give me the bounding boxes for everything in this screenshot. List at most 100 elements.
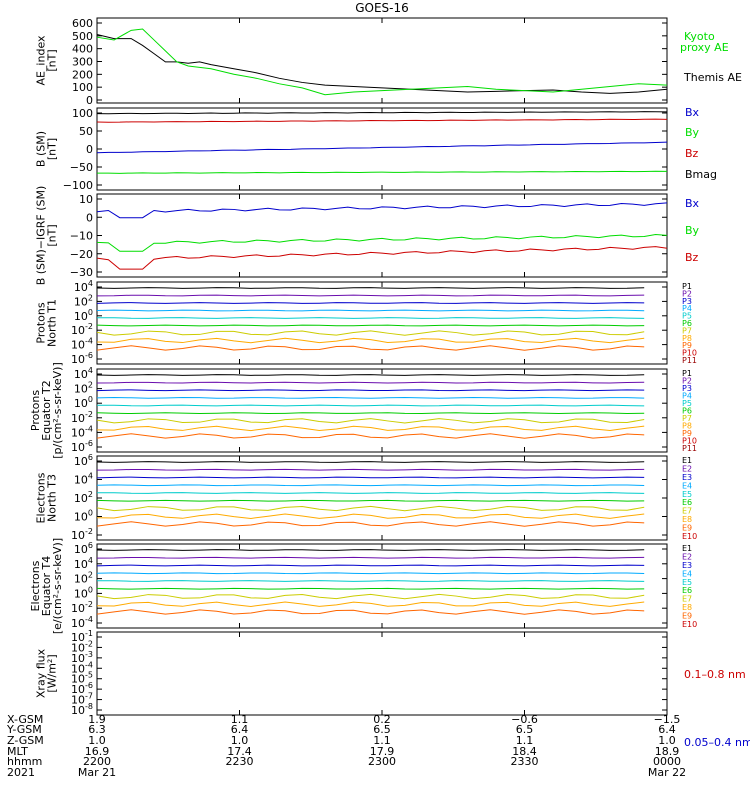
series-line	[96, 492, 645, 494]
x-row-label: MLT	[7, 745, 28, 758]
series-line	[96, 556, 645, 559]
x-tick-label: 1.0	[231, 734, 249, 747]
legend-entry: P8	[682, 422, 692, 431]
y-tick-label: 500	[72, 30, 93, 43]
legend-entry: proxy AE	[680, 41, 729, 54]
series-line	[96, 433, 645, 439]
y-tick-label: 100	[72, 81, 93, 94]
series-line	[96, 601, 645, 607]
series-line	[96, 118, 668, 123]
x-tick-label: 18.9	[655, 745, 680, 758]
y-tick-label: 10-2	[71, 639, 93, 654]
legend-entry: 0.05–0.4 nm	[684, 736, 750, 749]
x-tick-label: 6.5	[516, 723, 534, 736]
series-line	[96, 505, 645, 512]
y-axis-label: Protons	[35, 302, 48, 343]
y-tick-label: 10-5	[71, 671, 93, 686]
series-line	[96, 202, 668, 219]
series-line	[96, 412, 645, 415]
y-tick-label: −100	[63, 179, 93, 192]
y-tick-label: 10-7	[71, 692, 93, 707]
y-tick-label: 10-4	[71, 660, 93, 675]
series-line	[96, 468, 645, 471]
legend-entry: By	[685, 126, 700, 139]
series-line	[96, 345, 645, 351]
legend-entry: P10	[682, 349, 697, 358]
y-tick-label: 10-2	[71, 322, 93, 337]
legend-entry: P10	[682, 437, 697, 446]
y-axis-label: AE_index	[35, 35, 48, 86]
y-tick-label: −10	[70, 230, 93, 243]
x-tick-label: 2300	[368, 755, 396, 768]
y-tick-label: 100	[74, 585, 93, 600]
series-line	[96, 609, 645, 615]
legend-entry: P2	[682, 377, 692, 386]
x-tick-label: 1.1	[373, 734, 391, 747]
series-line	[96, 396, 645, 399]
series-line	[96, 389, 645, 392]
y-tick-label: 10-4	[71, 615, 93, 630]
series-line	[96, 337, 645, 344]
x-tick-label: 2330	[511, 755, 539, 768]
y-tick-label: 100	[74, 509, 93, 524]
x-row-label: Z-GSM	[7, 734, 44, 747]
y-tick-label: 10-8	[71, 702, 93, 717]
legend-entry: E2	[682, 464, 692, 473]
x-tick-label: 1.1	[516, 734, 534, 747]
legend-entry: E4	[682, 481, 692, 490]
panel-frame	[96, 631, 668, 716]
legend-entry: E5	[682, 578, 692, 587]
series-line	[96, 484, 645, 487]
legend-entry: P4	[682, 392, 692, 401]
legend-entry: P6	[682, 407, 692, 416]
y-tick-label: 106	[74, 541, 93, 556]
legend-entry: P8	[682, 334, 692, 343]
series-line	[96, 317, 645, 319]
x-tick-label: −0.6	[511, 713, 538, 726]
y-tick-label: 104	[74, 556, 93, 571]
legend-entry: Themis AE	[683, 71, 742, 84]
legend-entry: Bmag	[685, 168, 717, 181]
legend-entry: Kyoto	[684, 30, 715, 43]
x-tick-label: 1.1	[231, 713, 249, 726]
x-tick-label: 1.0	[88, 734, 106, 747]
panel-frame	[96, 281, 668, 365]
legend-entry: Bz	[685, 251, 699, 264]
y-axis-label: [W/m²]	[46, 654, 59, 692]
y-tick-label: 10-2	[71, 410, 93, 425]
legend-entry: P3	[682, 297, 692, 306]
y-axis-label: Electrons	[35, 472, 48, 523]
series-line	[96, 374, 645, 376]
legend-entry: P5	[682, 312, 692, 321]
legend-entry: P3	[682, 384, 692, 393]
series-line	[96, 302, 645, 304]
x-row-label: X-GSM	[7, 713, 43, 726]
y-tick-label: 102	[74, 490, 93, 505]
legend-entry: P7	[682, 326, 692, 335]
series-line	[96, 476, 645, 479]
y-tick-label: 102	[74, 293, 93, 308]
y-tick-label: 10-3	[71, 650, 93, 665]
legend-entry: E9	[682, 612, 692, 621]
y-tick-label: 10-6	[71, 681, 93, 696]
x-tick-label: 6.3	[88, 723, 106, 736]
legend-entry: E9	[682, 524, 692, 533]
y-tick-label: −30	[70, 266, 93, 279]
legend-entry: P9	[682, 429, 692, 438]
y-axis-label: [nT]	[46, 224, 59, 246]
y-tick-label: 104	[74, 472, 93, 487]
y-tick-label: 10-4	[71, 424, 93, 439]
x-row-label: Y-GSM	[6, 723, 42, 736]
series-line	[96, 381, 645, 384]
x-tick-label: Mar 21	[78, 766, 116, 779]
y-tick-label: 10-6	[71, 439, 93, 454]
legend-entry: E1	[682, 456, 692, 465]
x-tick-label: 1.0	[658, 734, 676, 747]
legend-entry: E4	[682, 569, 692, 578]
y-tick-label: 10-4	[71, 337, 93, 352]
x-tick-label: 6.4	[231, 723, 249, 736]
y-axis-label: Equator T2	[40, 380, 53, 440]
legend-entry: E5	[682, 490, 692, 499]
